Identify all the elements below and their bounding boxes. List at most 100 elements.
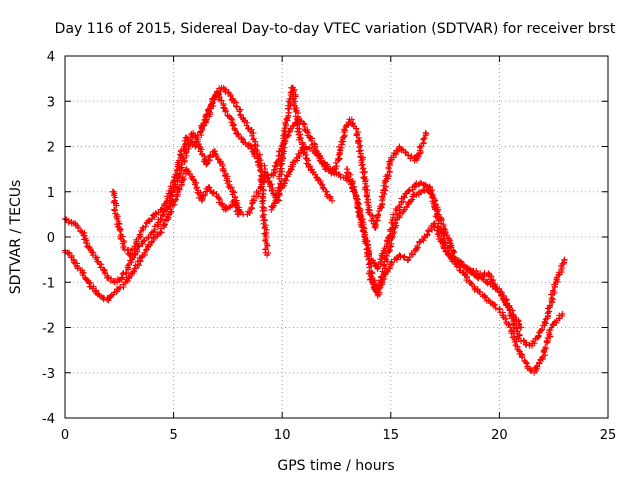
data-point-marker xyxy=(306,163,313,170)
data-point-marker xyxy=(158,206,165,213)
data-point-marker xyxy=(356,213,363,220)
data-point-marker xyxy=(105,274,112,281)
data-point-marker xyxy=(439,239,446,246)
data-point-marker xyxy=(487,280,494,287)
data-point-marker xyxy=(244,125,251,132)
y-tick-label: -3 xyxy=(42,367,55,382)
data-point-marker xyxy=(408,250,415,257)
data-point-marker xyxy=(233,103,240,110)
data-point-marker xyxy=(523,360,530,367)
y-tick-label: 3 xyxy=(47,95,55,110)
data-point-marker xyxy=(338,144,345,151)
data-point-marker xyxy=(80,232,87,239)
data-point-marker xyxy=(98,261,105,268)
data-point-marker xyxy=(371,224,378,231)
data-point-marker xyxy=(481,293,488,300)
data-point-marker xyxy=(276,148,283,155)
data-point-marker xyxy=(74,264,81,271)
data-point-marker xyxy=(172,197,179,204)
data-point-marker xyxy=(261,217,268,224)
data-point-marker xyxy=(349,179,356,186)
data-point-marker xyxy=(163,198,170,205)
data-point-marker xyxy=(257,167,264,174)
data-point-marker xyxy=(172,171,179,178)
data-point-marker xyxy=(113,202,120,209)
data-point-marker xyxy=(142,223,149,230)
data-point-marker xyxy=(223,177,230,184)
data-point-marker xyxy=(176,170,183,177)
data-point-marker xyxy=(119,271,126,278)
data-point-marker xyxy=(217,88,224,95)
data-point-marker xyxy=(360,228,367,235)
data-point-marker xyxy=(183,166,189,173)
data-point-marker xyxy=(477,270,484,277)
data-point xyxy=(518,324,525,331)
data-point-marker xyxy=(556,312,563,319)
data-point-marker xyxy=(179,174,186,181)
data-point-marker xyxy=(291,86,298,93)
data-point-marker xyxy=(364,187,371,194)
data-point-marker xyxy=(260,211,267,218)
data-point-marker xyxy=(233,202,240,209)
data-point-marker xyxy=(250,130,257,137)
data-point-marker xyxy=(86,280,93,287)
data-point-marker xyxy=(213,153,220,160)
data-point-marker xyxy=(302,143,309,150)
data-point-marker xyxy=(248,204,255,211)
data-point-marker xyxy=(372,221,379,228)
data-point-marker xyxy=(270,167,277,174)
data-point-marker xyxy=(410,251,417,258)
data-point-marker xyxy=(126,251,133,258)
data-point-marker xyxy=(375,211,382,218)
data-point-marker xyxy=(272,196,279,203)
data-point-marker xyxy=(289,123,296,130)
data-point-marker xyxy=(538,327,545,334)
y-tick-label: 0 xyxy=(47,231,55,246)
x-tick-label: 15 xyxy=(383,428,400,443)
data-point-marker xyxy=(482,294,489,301)
data-point-marker xyxy=(152,210,159,217)
data-point-marker xyxy=(275,190,282,197)
data-point-marker xyxy=(514,328,521,335)
data-point xyxy=(305,129,312,136)
data-point-marker xyxy=(232,194,239,201)
data-point-marker xyxy=(508,312,515,319)
data-point-marker xyxy=(70,257,77,264)
data-point xyxy=(483,279,490,286)
y-tick-label: -2 xyxy=(42,322,55,337)
data-point-marker xyxy=(431,198,438,205)
y-tick-label: 1 xyxy=(47,186,55,201)
data-point-marker xyxy=(203,117,210,124)
data-point-marker xyxy=(434,214,441,221)
data-point-marker xyxy=(271,200,278,207)
data-point-marker xyxy=(244,119,251,126)
data-point-marker xyxy=(431,223,438,230)
data-point-marker xyxy=(124,278,131,285)
x-tick-label: 25 xyxy=(600,428,617,443)
data-point-marker xyxy=(358,217,365,224)
data-point-marker xyxy=(374,264,381,271)
data-point-marker xyxy=(386,248,393,255)
data-point-marker xyxy=(303,128,310,135)
data-point-marker xyxy=(534,363,541,370)
data-point-marker xyxy=(308,137,315,144)
data-point-marker xyxy=(353,125,360,132)
data-point-marker xyxy=(536,360,543,367)
data-point-marker xyxy=(361,168,368,175)
data-point-marker xyxy=(539,326,546,333)
data-point-marker xyxy=(406,254,413,261)
data-point-marker xyxy=(318,158,325,165)
data-point-marker xyxy=(383,269,390,276)
data-point-marker xyxy=(235,130,242,137)
data-point xyxy=(263,252,270,259)
data-point-marker xyxy=(206,184,213,191)
data-point-marker xyxy=(550,287,557,294)
chart-title: Day 116 of 2015, Sidereal Day-to-day VTE… xyxy=(55,21,616,37)
data-point xyxy=(329,197,336,204)
data-point xyxy=(140,238,147,245)
data-point xyxy=(465,265,472,272)
data-point-marker xyxy=(295,150,302,157)
data-point-marker xyxy=(363,238,370,245)
data-point-marker xyxy=(193,138,200,145)
data-point xyxy=(559,310,566,317)
